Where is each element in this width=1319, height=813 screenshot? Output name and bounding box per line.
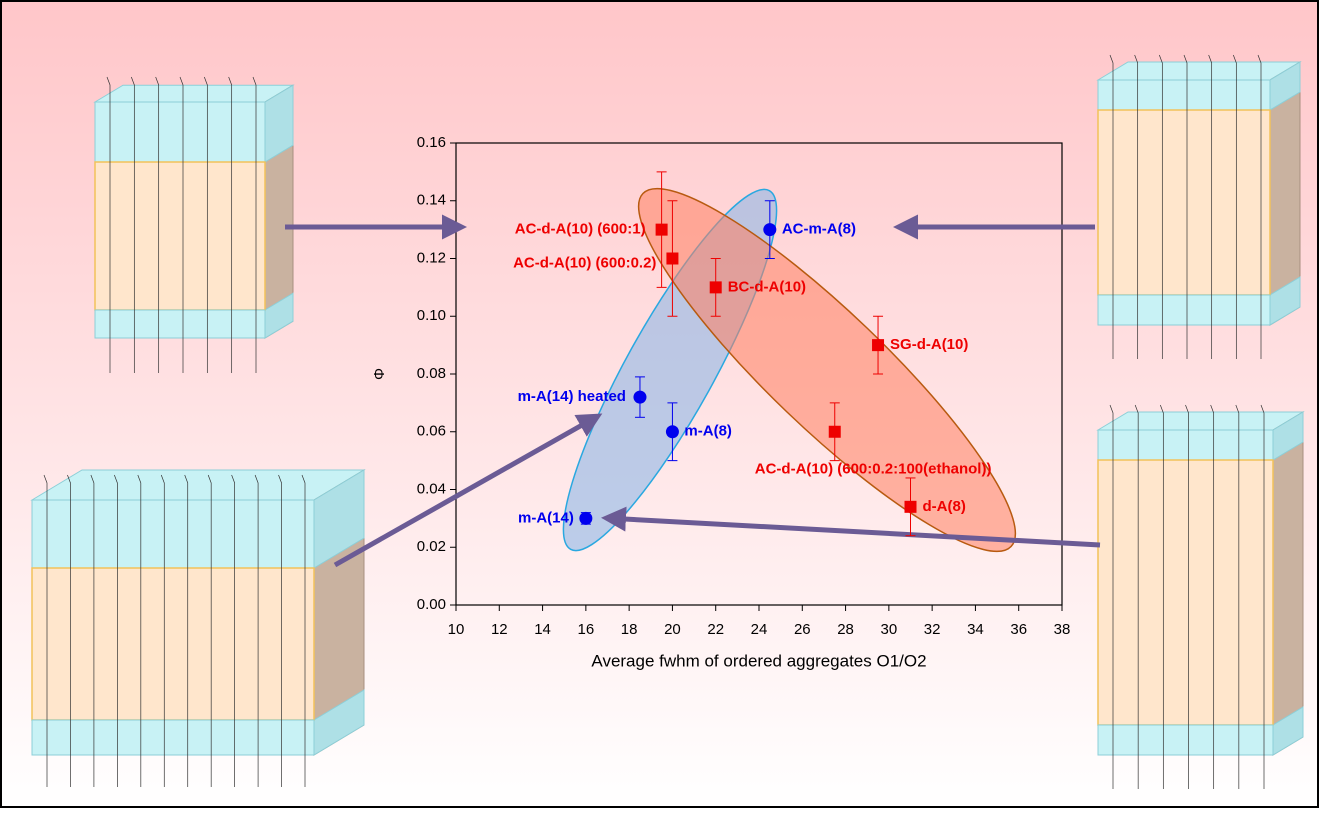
- x-axis-label: Average fwhm of ordered aggregates O1/O2: [591, 651, 926, 670]
- block-core: [32, 568, 314, 720]
- y-tick-label: 0.16: [417, 134, 446, 151]
- point: [872, 339, 884, 351]
- block-top: [32, 470, 364, 500]
- block-top: [1098, 62, 1300, 80]
- y-tick-label: 0.06: [417, 423, 446, 440]
- point-label: BC-d-A(10): [728, 278, 806, 295]
- point-label: AC-d-A(10) (600:0.2:100(ethanol)): [755, 461, 992, 478]
- point-label: AC-m-A(8): [782, 221, 856, 238]
- point: [710, 281, 722, 293]
- block-slab-top: [95, 102, 265, 162]
- layer-block: [32, 470, 364, 787]
- y-tick-label: 0.14: [417, 192, 446, 209]
- y-tick-label: 0.02: [417, 538, 446, 555]
- y-tick-label: 0.04: [417, 480, 446, 497]
- point-label: m-A(8): [684, 423, 732, 440]
- x-tick-label: 20: [664, 621, 681, 638]
- point: [666, 425, 679, 438]
- layer-block: [1098, 405, 1303, 789]
- block-slab-bottom: [1098, 295, 1270, 325]
- x-tick-label: 24: [751, 621, 768, 638]
- x-tick-label: 26: [794, 621, 811, 638]
- x-tick-label: 30: [881, 621, 898, 638]
- layer-block: [95, 77, 293, 373]
- x-tick-label: 10: [448, 621, 465, 638]
- point-label: SG-d-A(10): [890, 336, 968, 353]
- point: [666, 253, 678, 265]
- point-label: AC-d-A(10) (600:0.2): [513, 254, 656, 271]
- point-label: m-A(14): [518, 509, 574, 526]
- x-tick-label: 18: [621, 621, 638, 638]
- block-core: [1098, 110, 1270, 295]
- y-axis-label: Φ: [371, 368, 388, 380]
- block-slab-bottom: [32, 720, 314, 755]
- block-top: [1098, 412, 1303, 430]
- y-tick-label: 0.00: [417, 596, 446, 613]
- point-label: m-A(14) heated: [518, 388, 626, 405]
- y-tick-label: 0.08: [417, 365, 446, 382]
- x-tick-label: 32: [924, 621, 941, 638]
- block-slab-bottom: [1098, 725, 1273, 755]
- x-tick-label: 28: [837, 621, 854, 638]
- y-tick-label: 0.10: [417, 307, 446, 324]
- block-core: [1098, 460, 1273, 725]
- x-tick-label: 36: [1010, 621, 1027, 638]
- point-label: AC-d-A(10) (600:1): [515, 221, 646, 238]
- block-top: [95, 85, 293, 102]
- block-slab-bottom: [95, 310, 265, 338]
- point-label: d-A(8): [923, 498, 966, 515]
- point: [579, 512, 592, 525]
- point: [656, 224, 668, 236]
- x-tick-label: 22: [707, 621, 724, 638]
- point: [633, 391, 646, 404]
- x-tick-label: 16: [578, 621, 595, 638]
- block-slab-top: [1098, 80, 1270, 110]
- block-core: [95, 162, 265, 310]
- y-tick-label: 0.12: [417, 249, 446, 266]
- x-tick-label: 12: [491, 621, 508, 638]
- x-tick-label: 34: [967, 621, 984, 638]
- block-side: [1273, 412, 1303, 755]
- layer-block: [1098, 55, 1300, 359]
- point: [905, 501, 917, 513]
- figure: Average fwhm of ordered aggregates O1/O2…: [0, 0, 1319, 808]
- point: [763, 223, 776, 236]
- x-tick-label: 14: [534, 621, 551, 638]
- block-slab-top: [1098, 430, 1273, 460]
- x-tick-label: 38: [1054, 621, 1071, 638]
- point: [829, 426, 841, 438]
- block-slab-top: [32, 500, 314, 568]
